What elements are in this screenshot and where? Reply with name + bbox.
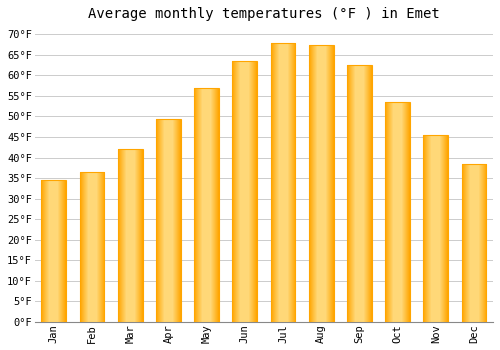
- Bar: [270, 43, 295, 322]
- Bar: [194, 88, 219, 322]
- Bar: [424, 135, 448, 322]
- Bar: [42, 180, 66, 322]
- Bar: [156, 119, 181, 322]
- Title: Average monthly temperatures (°F ) in Emet: Average monthly temperatures (°F ) in Em…: [88, 7, 440, 21]
- Bar: [80, 172, 104, 322]
- Bar: [385, 102, 410, 322]
- Bar: [462, 164, 486, 322]
- Bar: [232, 61, 257, 322]
- Bar: [118, 149, 142, 322]
- Bar: [309, 45, 334, 322]
- Bar: [347, 65, 372, 322]
